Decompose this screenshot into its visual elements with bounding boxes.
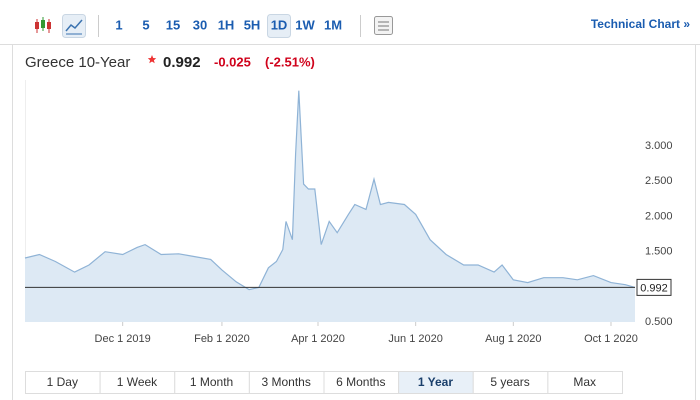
range-tab[interactable]: 6 Months	[336, 375, 385, 389]
candle-icon[interactable]	[35, 17, 51, 33]
last-value-box	[636, 278, 672, 296]
x-tick-label: Apr 1 2020	[291, 333, 345, 345]
technical-chart-link[interactable]: Technical Chart »	[591, 17, 690, 31]
area-fill	[25, 90, 635, 322]
range-tab[interactable]: 1 Week	[117, 375, 158, 389]
table-icon[interactable]	[374, 16, 393, 35]
interval-button[interactable]: 1D	[271, 17, 288, 32]
series-line	[24, 90, 636, 291]
star-icon	[147, 55, 157, 64]
interval-button[interactable]: 1H	[218, 17, 235, 32]
x-tick-label: Jun 1 2020	[388, 333, 442, 345]
y-tick-label: 0.500	[645, 316, 673, 328]
last-value-label: 0.992	[640, 282, 668, 294]
x-tick-label: Feb 1 2020	[194, 333, 250, 345]
interval-button[interactable]: 5H	[244, 17, 261, 32]
price: 0.992	[163, 54, 201, 71]
interval-button[interactable]: 1W	[295, 17, 315, 32]
interval-button[interactable]: 15	[166, 17, 180, 32]
range-tab[interactable]: 3 Months	[262, 375, 311, 389]
x-tick-label: Aug 1 2020	[485, 333, 541, 345]
range-tab[interactable]: Max	[573, 375, 596, 389]
line-icon[interactable]	[62, 14, 86, 38]
x-tick-label: Oct 1 2020	[584, 333, 638, 345]
interval-button[interactable]: 30	[193, 17, 207, 32]
range-tab[interactable]: 1 Day	[47, 375, 78, 389]
change: -0.025	[214, 54, 251, 69]
interval-button[interactable]: 1M	[324, 17, 342, 32]
range-tab[interactable]: 5 years	[490, 375, 529, 389]
interval-button[interactable]: 5	[142, 17, 149, 32]
interval-button[interactable]: 1	[115, 17, 122, 32]
y-tick-label: 1.500	[645, 246, 673, 258]
instrument-title: Greece 10-Year	[25, 54, 130, 71]
range-tab[interactable]: 1 Year	[418, 375, 453, 389]
range-tab[interactable]: 1 Month	[190, 375, 233, 389]
y-tick-label: 2.500	[645, 175, 673, 187]
change-percent: (-2.51%)	[265, 54, 315, 69]
range-tab-bg	[547, 371, 623, 394]
x-tick-label: Dec 1 2019	[95, 333, 151, 345]
y-tick-label: 3.000	[645, 140, 673, 152]
y-tick-label: 2.000	[645, 210, 673, 222]
interval-selected-bg	[267, 14, 291, 38]
